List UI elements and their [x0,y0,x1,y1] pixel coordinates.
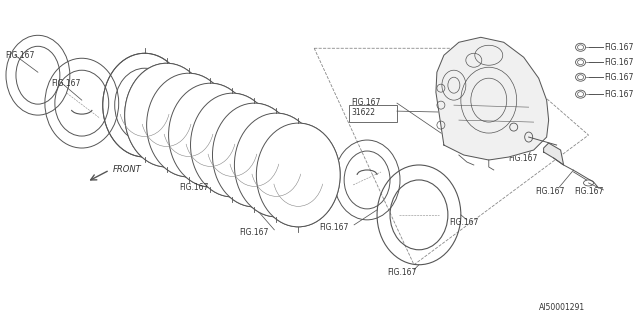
Polygon shape [436,37,548,160]
Text: FIG.167: FIG.167 [5,51,35,60]
Bar [349,105,397,122]
Polygon shape [543,143,564,165]
Text: FIG.167: FIG.167 [605,90,634,99]
Text: FIG.167: FIG.167 [605,43,634,52]
Text: AI50001291: AI50001291 [539,303,585,312]
Ellipse shape [168,83,252,187]
Text: FIG.167: FIG.167 [351,98,381,107]
Text: FIG.167: FIG.167 [467,140,496,149]
Text: FIG.167: FIG.167 [319,223,349,232]
Text: FIG.167: FIG.167 [509,154,538,163]
Text: FIG.167: FIG.167 [574,188,604,196]
Ellipse shape [212,103,296,207]
Ellipse shape [257,123,340,227]
Text: FIG.167: FIG.167 [605,73,634,82]
Text: FIG.167: FIG.167 [536,188,565,196]
Text: FIG.167: FIG.167 [51,79,80,88]
Ellipse shape [125,63,209,167]
Ellipse shape [147,73,230,177]
Ellipse shape [234,113,318,217]
Text: FIG.167: FIG.167 [180,183,209,192]
Text: FIG.167: FIG.167 [449,218,478,227]
Text: FIG.167: FIG.167 [387,268,417,277]
Text: FIG.167: FIG.167 [239,228,269,237]
Text: FRONT: FRONT [113,165,141,174]
Text: FIG.167: FIG.167 [605,58,634,67]
Ellipse shape [191,93,275,197]
Text: 31622: 31622 [351,108,375,116]
Ellipse shape [103,53,186,157]
